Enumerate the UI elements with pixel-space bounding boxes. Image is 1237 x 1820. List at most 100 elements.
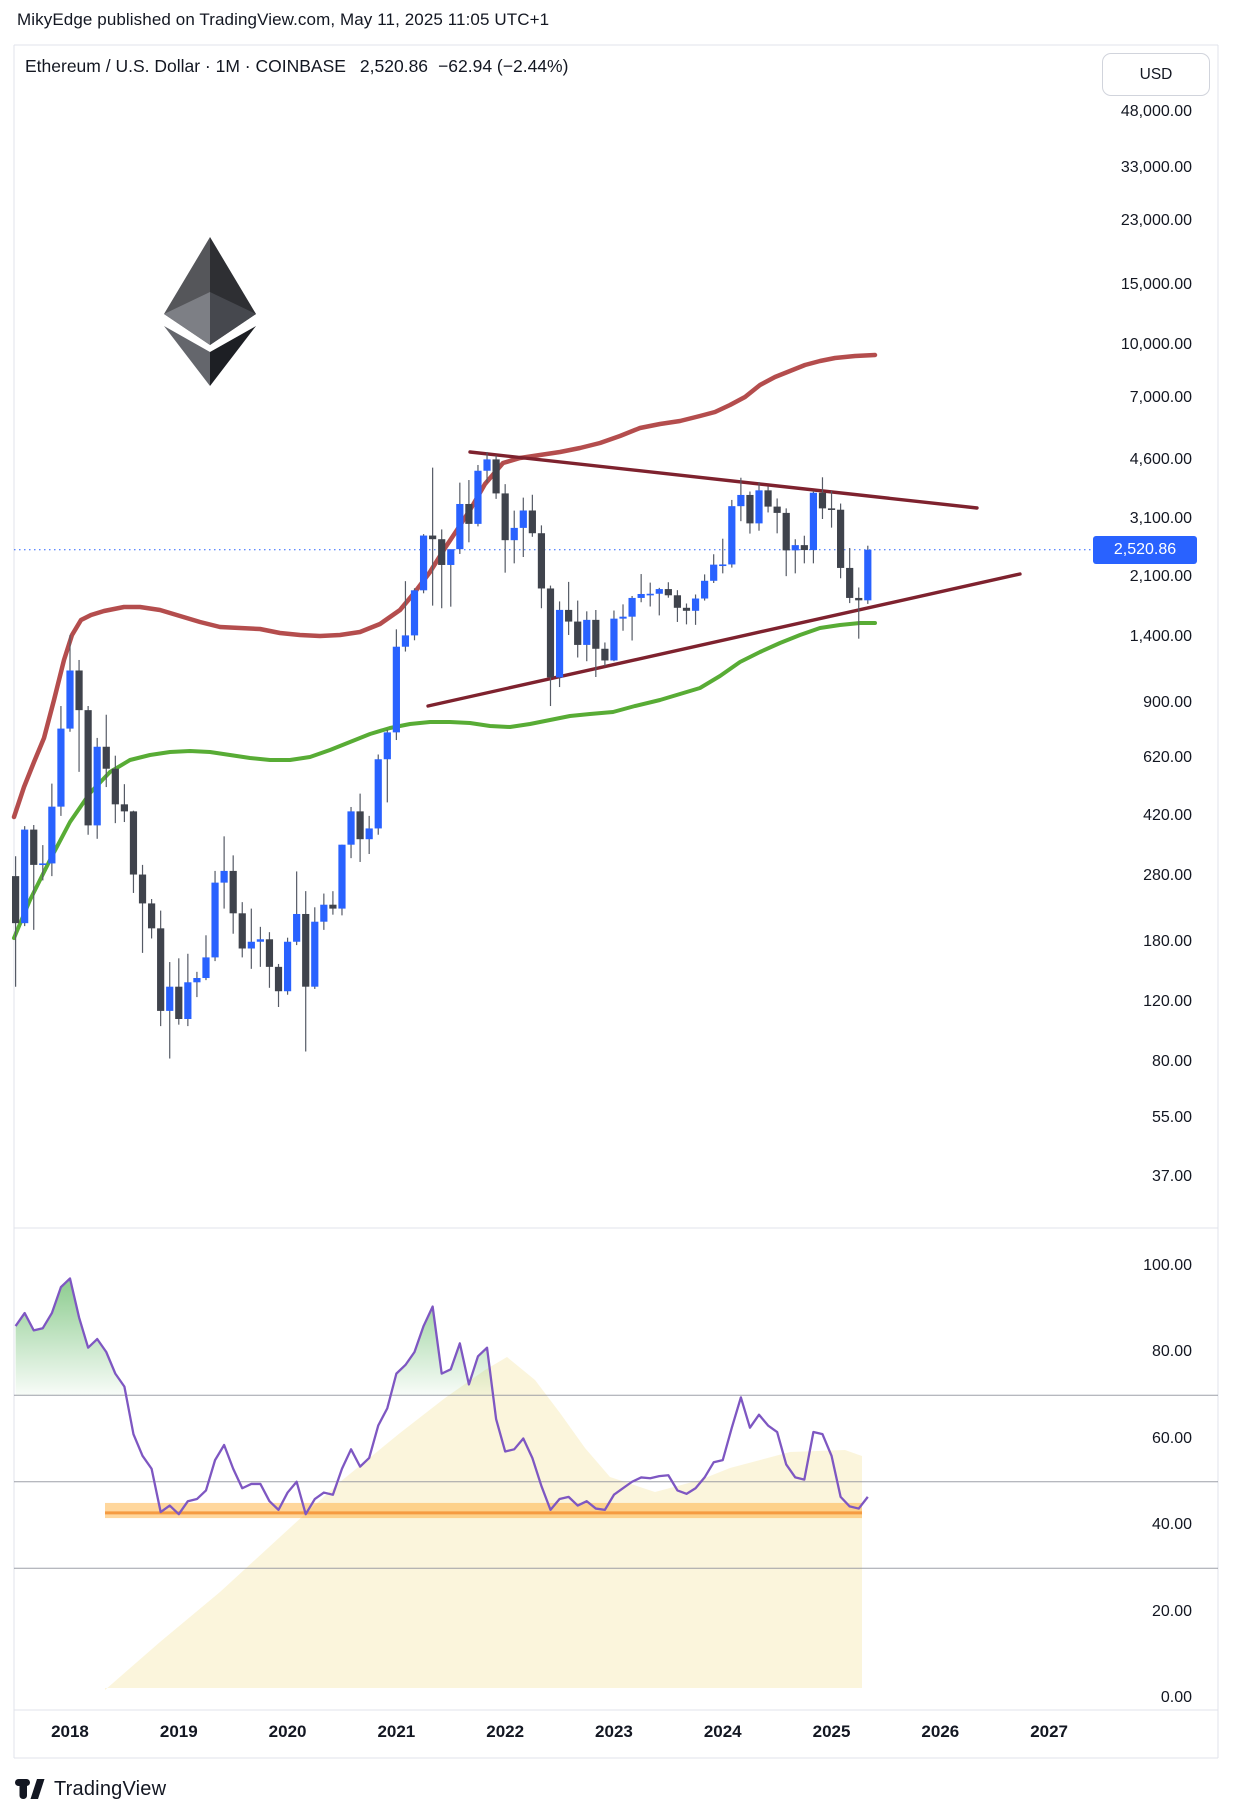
- candle-body: [238, 913, 246, 949]
- symbol-title: Ethereum / U.S. Dollar · 1M · COINBASE: [25, 56, 346, 76]
- candle-body: [374, 759, 382, 829]
- candle-body: [30, 829, 38, 865]
- candle-body: [637, 594, 645, 598]
- candle-body: [465, 503, 473, 524]
- time-axis-label-2020: 2020: [268, 1722, 307, 1741]
- candle-body: [818, 492, 827, 509]
- candle-body: [846, 567, 854, 598]
- candle-body: [120, 804, 128, 812]
- candle-body: [265, 939, 274, 967]
- candle-body: [147, 903, 156, 929]
- price-axis-label: 180.00: [1143, 932, 1192, 950]
- candle-body: [601, 648, 609, 661]
- candle-body: [211, 882, 219, 958]
- candle-body: [347, 811, 355, 845]
- candle-body: [855, 597, 863, 601]
- candle-body: [66, 670, 74, 729]
- time-axis-label-2027: 2027: [1030, 1722, 1069, 1741]
- price-axis-label: 10,000.00: [1120, 336, 1192, 354]
- candle-body: [229, 870, 237, 914]
- currency-toggle-button[interactable]: USD: [1102, 53, 1210, 96]
- candle-body: [728, 506, 736, 565]
- price-axis-label: 4,600.00: [1129, 451, 1192, 469]
- symbol-header: Ethereum / U.S. Dollar · 1M · COINBASE 2…: [25, 56, 568, 77]
- price-axis-label: 1,400.00: [1129, 628, 1192, 646]
- price-axis-label: 55.00: [1151, 1108, 1192, 1126]
- candle-body: [293, 913, 301, 942]
- current-price-label: 2,520.86: [1093, 535, 1197, 564]
- candle-body: [410, 590, 419, 636]
- time-axis-label-2019: 2019: [159, 1722, 198, 1741]
- price-axis-label: 420.00: [1143, 806, 1192, 824]
- price-axis-label: 7,000.00: [1129, 389, 1192, 407]
- rsi-axis-label: 80.00: [1151, 1343, 1192, 1360]
- symbol-last-price: 2,520.86: [359, 56, 429, 76]
- candle-body: [429, 535, 437, 540]
- candle-body: [664, 589, 672, 596]
- candle-body: [628, 597, 636, 617]
- candle-body: [764, 490, 772, 507]
- candle-body: [320, 904, 328, 922]
- candle-body: [791, 545, 799, 551]
- candle-body: [419, 535, 428, 591]
- candle-body: [247, 941, 255, 949]
- rsi-yellow-area: [105, 1357, 862, 1690]
- candle-body: [800, 545, 808, 551]
- candle-body: [157, 928, 165, 1011]
- candle-body: [283, 941, 292, 992]
- tradingview-brand-text: TradingView: [54, 1777, 167, 1800]
- candle-body: [809, 492, 818, 551]
- price-axis-label: 280.00: [1143, 867, 1192, 885]
- time-axis-label-2025: 2025: [812, 1722, 851, 1741]
- candle-body: [401, 635, 410, 647]
- candle-body: [274, 966, 283, 992]
- candle-body: [565, 609, 573, 622]
- candle-body: [710, 564, 718, 581]
- candle-body: [75, 670, 83, 711]
- price-axis-label: 2,100.00: [1129, 567, 1192, 585]
- candle-body: [864, 549, 872, 601]
- candle-body: [383, 732, 391, 760]
- candle-body: [365, 828, 373, 840]
- candle-body: [701, 580, 709, 599]
- candle-body: [84, 710, 92, 826]
- time-axis-label-2018: 2018: [51, 1722, 89, 1741]
- candle-body: [519, 510, 527, 528]
- candle-body: [193, 978, 201, 983]
- candle-body: [447, 549, 455, 565]
- candle-body: [329, 904, 337, 909]
- candle-body: [256, 939, 264, 942]
- rsi-overbought-fill: [15, 1278, 494, 1396]
- candle-body: [138, 874, 147, 904]
- green-ma-curve: [12, 621, 877, 940]
- candle-body: [12, 876, 20, 924]
- rsi-axis-label: 100.00: [1143, 1256, 1192, 1274]
- candle-body: [737, 494, 745, 507]
- candle-body: [492, 459, 500, 494]
- price-axis-label: 900.00: [1143, 693, 1192, 711]
- candle-body: [510, 527, 518, 541]
- candle-body: [184, 982, 192, 1020]
- candle-body: [691, 598, 700, 611]
- candle-body: [555, 609, 564, 678]
- time-axis-label-2024: 2024: [703, 1722, 742, 1741]
- candle-body: [528, 510, 536, 534]
- time-axis-label-2026: 2026: [921, 1722, 960, 1741]
- candle-body: [655, 589, 663, 594]
- candle-body: [311, 921, 319, 987]
- tradingview-footer[interactable]: TradingView: [15, 1776, 166, 1802]
- price-axis-label: 80.00: [1151, 1053, 1192, 1071]
- candle-body: [111, 768, 119, 805]
- price-axis-label: 33,000.00: [1120, 158, 1192, 176]
- time-axis-label-2022: 2022: [486, 1722, 525, 1741]
- candle-body: [782, 512, 790, 551]
- price-axis-label: 620.00: [1143, 749, 1192, 767]
- candle-body: [673, 595, 682, 608]
- candle-body: [646, 593, 654, 596]
- candle-body: [619, 616, 627, 619]
- candle-body: [302, 913, 310, 987]
- price-axis-label: 15,000.00: [1120, 275, 1192, 293]
